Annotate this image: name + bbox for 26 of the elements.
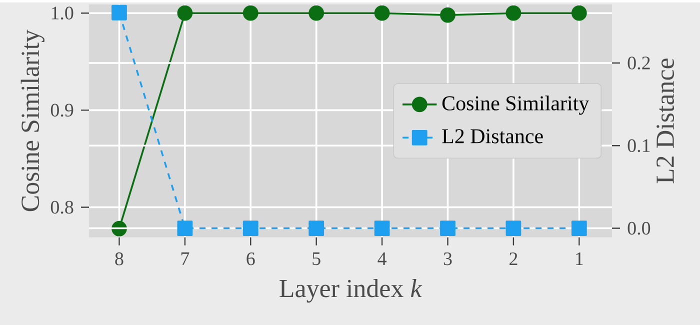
x-tick-label: 6 [246, 252, 255, 266]
x-tick-label: 1 [576, 252, 583, 265]
x-axis-title: Layer index k [280, 278, 422, 302]
x-tick-label: 3 [444, 252, 452, 266]
point [374, 5, 390, 21]
x-tick-label: 4 [378, 252, 387, 265]
point [177, 5, 193, 21]
y2-tick-label: 0.0 [628, 222, 650, 235]
y-tick-label: 0.8 [50, 200, 74, 214]
point [440, 7, 456, 23]
point [571, 5, 587, 21]
x-tick-label: 8 [115, 252, 124, 266]
y-axis-title: Cosine Similarity [20, 29, 44, 211]
legend-label: Cosine Similarity [442, 95, 590, 115]
y2-axis-title: L2 Distance [656, 58, 674, 184]
x-tick-label: 5 [312, 252, 320, 265]
legend-label: L2 Distance [442, 129, 543, 144]
y2-tick-label: 0.1 [628, 139, 650, 152]
y-tick-label: 0.9 [50, 104, 74, 116]
x-tick-label: 7 [181, 252, 190, 265]
y2-tick-label: 0.2 [628, 56, 650, 70]
point [506, 5, 522, 21]
point [242, 5, 258, 21]
point [308, 5, 324, 21]
x-tick-label: 2 [510, 252, 518, 265]
y-tick-label: 1.0 [52, 6, 74, 20]
